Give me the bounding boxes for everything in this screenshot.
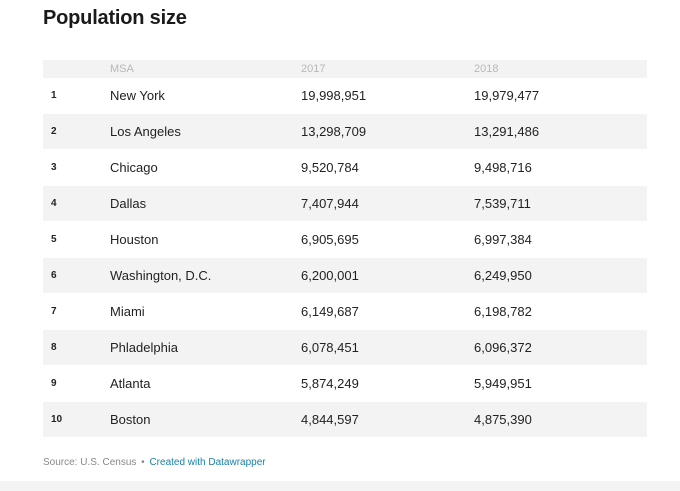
value-2017-cell: 6,200,001 [301,268,359,283]
rank-cell: 10 [51,414,63,425]
value-2018-cell: 6,198,782 [474,304,532,319]
population-table: MSA 2017 2018 1 New York 19,998,951 19,979,… [43,60,647,438]
value-2018-cell: 7,539,711 [474,196,531,211]
footer-separator: • [141,457,145,468]
rank-cell: 8 [51,342,57,353]
value-2018-cell: 6,249,950 [474,268,532,283]
rank-cell: 7 [51,306,57,317]
value-2017-cell: 13,298,709 [301,124,367,139]
value-2017-cell: 6,149,687 [301,304,359,319]
rank-cell: 5 [51,234,57,245]
table-row: 9 Atlanta 5,874,249 5,949,951 [43,366,647,402]
value-2017-cell: 7,407,944 [301,196,359,211]
msa-cell: Chicago [110,160,158,175]
header-msa[interactable]: MSA [110,63,134,75]
value-2017-cell: 4,844,597 [301,412,359,427]
value-2018-cell: 13,291,486 [474,124,540,139]
value-2017-cell: 6,905,695 [301,232,359,247]
value-2017-cell: 19,998,951 [301,88,367,103]
header-2018[interactable]: 2018 [474,63,499,75]
value-2018-cell: 9,498,716 [474,160,532,175]
value-2018-cell: 5,949,951 [474,376,532,391]
msa-cell: Los Angeles [110,124,181,139]
msa-cell: New York [110,88,165,103]
table-row: 3 Chicago 9,520,784 9,498,716 [43,150,647,186]
msa-cell: Atlanta [110,376,151,391]
value-2017-cell: 9,520,784 [301,160,359,175]
value-2018-cell: 19,979,477 [474,88,540,103]
msa-cell: Washington, D.C. [110,268,212,283]
table-header-row: MSA 2017 2018 [43,60,647,78]
top-edge [0,0,680,4]
table-row: 10 Boston 4,844,597 4,875,390 [43,402,647,438]
datawrapper-link[interactable]: Created with Datawrapper [149,457,266,468]
footer: Source: U.S. Census • Created with Dataw… [43,457,266,468]
table-row: 8 Phladelphia 6,078,451 6,096,372 [43,330,647,366]
msa-cell: Phladelphia [110,340,178,355]
table-row: 2 Los Angeles 13,298,709 13,291,486 [43,114,647,150]
value-2017-cell: 5,874,249 [301,376,359,391]
value-2018-cell: 6,096,372 [474,340,532,355]
table-row: 5 Houston 6,905,695 6,997,384 [43,222,647,258]
rank-cell: 4 [51,198,57,209]
msa-cell: Miami [110,304,145,319]
rank-cell: 2 [51,126,57,137]
msa-cell: Houston [110,232,159,247]
msa-cell: Boston [110,412,151,427]
value-2018-cell: 6,997,384 [474,232,532,247]
rank-cell: 6 [51,270,57,281]
table-row: 7 Miami 6,149,687 6,198,782 [43,294,647,330]
source-text: Source: U.S. Census [43,457,137,468]
table-row: 6 Washington, D.C. 6,200,001 6,249,950 [43,258,647,294]
header-2017[interactable]: 2017 [301,63,326,75]
bottom-band [0,481,680,491]
table-row: 4 Dallas 7,407,944 7,539,711 [43,186,647,222]
chart-title: Population size [43,7,187,29]
value-2018-cell: 4,875,390 [474,412,532,427]
rank-cell: 3 [51,162,57,173]
value-2017-cell: 6,078,451 [301,340,359,355]
table-row: 1 New York 19,998,951 19,979,477 [43,78,647,114]
msa-cell: Dallas [110,196,147,211]
rank-cell: 1 [51,90,57,101]
rank-cell: 9 [51,378,57,389]
table-body: 1 New York 19,998,951 19,979,477 2 Los Angele… [43,78,647,438]
